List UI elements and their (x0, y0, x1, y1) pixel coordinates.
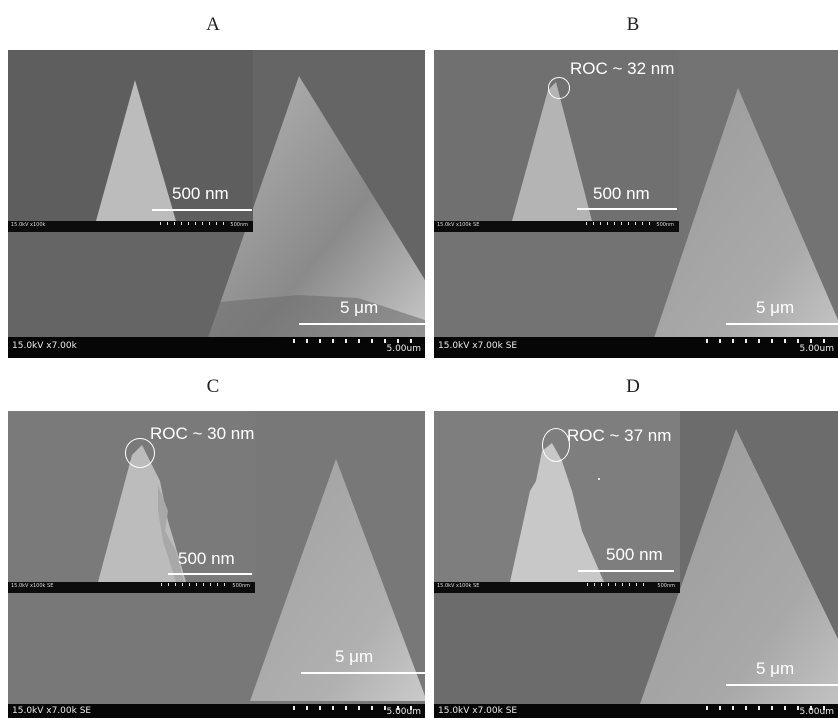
main-scale-label-c: 5 μm (335, 647, 374, 666)
bar-ticks-d (706, 706, 826, 710)
data-bar-c: 15.0kV x7.00k SE 5.00um (8, 704, 425, 718)
bar-ticks-a (293, 339, 413, 343)
main-scale-line-b (726, 323, 838, 325)
inset-image-a (8, 50, 253, 232)
inset-ticks-d (586, 583, 651, 586)
bar-len-a: 5.00um (386, 344, 421, 354)
inset-len-c: 500nm (232, 583, 250, 589)
sem-panel-d: 15.0kV x100k SE 500nm ROC ~ 37 nm 500 nm… (434, 411, 838, 718)
inset-len-a: 500nm (230, 222, 248, 228)
bar-info-b: 15.0kV x7.00k SE (438, 341, 518, 351)
roc-circle-d (542, 428, 570, 462)
inset-a: 15.0kV x100k 500nm (8, 50, 253, 232)
inset-scale-label-b: 500 nm (593, 184, 650, 203)
main-scale-label-a: 5 μm (340, 298, 379, 317)
main-scale-label-d: 5 μm (756, 659, 795, 678)
bar-len-b: 5.00um (799, 344, 834, 354)
inset-info-b: 15.0kV x100k SE (437, 222, 480, 228)
inset-scale-line-c (168, 573, 252, 575)
inset-info-d: 15.0kV x100k SE (437, 583, 480, 589)
inset-ticks-b (585, 222, 650, 225)
main-scale-line-a (299, 323, 425, 325)
inset-scale-label-a: 500 nm (172, 184, 229, 203)
inset-d: 15.0kV x100k SE 500nm (434, 411, 680, 593)
bar-ticks-c (293, 706, 413, 710)
inset-ticks-a (159, 222, 224, 225)
data-bar-b: 15.0kV x7.00k SE 5.00um (434, 337, 838, 358)
inset-data-bar-a: 15.0kV x100k 500nm (8, 221, 253, 232)
bar-len-d: 5.00um (799, 707, 834, 717)
inset-info-c: 15.0kV x100k SE (11, 583, 54, 589)
sem-panel-b: 15.0kV x100k SE 500nm ROC ~ 32 nm 500 nm… (434, 50, 838, 358)
panel-letter-b: B (626, 14, 640, 35)
inset-data-bar-d: 15.0kV x100k SE 500nm (434, 582, 680, 593)
bar-ticks-b (706, 339, 826, 343)
roc-circle-b (548, 77, 570, 99)
roc-label-b: ROC ~ 32 nm (570, 59, 675, 78)
inset-scale-label-d: 500 nm (606, 545, 663, 564)
panel-letter-c: C (206, 376, 220, 397)
inset-ticks-c (161, 583, 226, 586)
main-scale-line-c (301, 672, 425, 674)
inset-info-a: 15.0kV x100k (11, 222, 46, 228)
bar-len-c: 5.00um (386, 707, 421, 717)
sem-panel-a: 15.0kV x100k 500nm 500 nm 5 μm 15.0kV x7… (8, 50, 425, 358)
inset-scale-label-c: 500 nm (178, 549, 235, 568)
data-bar-d: 15.0kV x7.00k SE 5.00um (434, 704, 838, 718)
inset-scale-line-d (578, 570, 674, 572)
inset-image-d (434, 411, 680, 593)
inset-scale-line-b (577, 208, 677, 210)
inset-scale-line-a (152, 209, 252, 211)
roc-label-c: ROC ~ 30 nm (150, 424, 255, 443)
panel-letter-d: D (626, 376, 640, 397)
panel-letter-a: A (206, 14, 220, 35)
bar-info-d: 15.0kV x7.00k SE (438, 706, 518, 716)
inset-len-d: 500nm (657, 583, 675, 589)
roc-circle-c (125, 438, 155, 468)
roc-label-d: ROC ~ 37 nm (567, 426, 672, 445)
main-scale-label-b: 5 μm (756, 298, 795, 317)
inset-len-b: 500nm (656, 222, 674, 228)
inset-data-bar-c: 15.0kV x100k SE 500nm (8, 582, 255, 593)
main-scale-line-d (726, 684, 838, 686)
bar-info-c: 15.0kV x7.00k SE (12, 706, 92, 716)
data-bar-a: 15.0kV x7.00k 5.00um (8, 337, 425, 358)
bar-info-a: 15.0kV x7.00k (12, 341, 77, 351)
sem-panel-c: 15.0kV x100k SE 500nm ROC ~ 30 nm 500 nm… (8, 411, 425, 718)
inset-data-bar-b: 15.0kV x100k SE 500nm (434, 221, 679, 232)
